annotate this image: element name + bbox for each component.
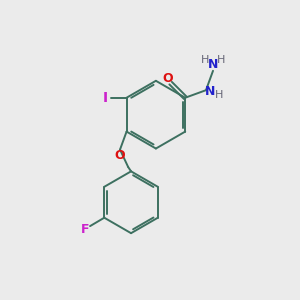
Text: N: N: [205, 85, 216, 98]
Text: H: H: [217, 55, 225, 64]
Text: I: I: [103, 91, 108, 105]
Text: H: H: [214, 90, 223, 100]
Text: H: H: [201, 55, 209, 64]
Text: O: O: [115, 149, 125, 162]
Text: O: O: [162, 72, 173, 85]
Text: N: N: [208, 58, 218, 71]
Text: F: F: [80, 223, 89, 236]
